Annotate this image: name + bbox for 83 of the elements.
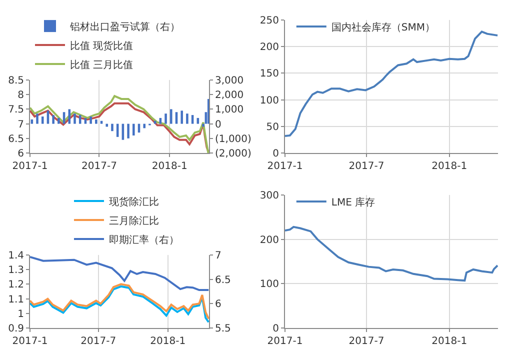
y-tick-label: 1.2 (8, 280, 24, 291)
legend-label: 即期汇率（右） (109, 234, 179, 246)
x-tick-label: 2017-7 (80, 336, 116, 347)
bar (202, 124, 204, 127)
y-tick-label: 150 (260, 68, 279, 80)
y2-tick-label: 3,000 (215, 76, 244, 86)
bar (95, 119, 98, 124)
bar (58, 118, 60, 124)
y-tick-label: 1.1 (8, 294, 24, 306)
legend-label: 国内社会库存（SMM） (331, 21, 435, 34)
y-tick-label: 6.5 (8, 134, 24, 145)
bar (46, 110, 50, 124)
y2-tick-label: 2,000 (215, 90, 244, 102)
y2-tick-label: 6 (215, 299, 222, 310)
x-tick-label: 2018-1 (432, 161, 468, 172)
bar (36, 114, 38, 124)
y-tick-label: 6 (18, 148, 24, 160)
y-tick-label: 300 (260, 190, 279, 202)
bar (191, 115, 194, 124)
bar (52, 115, 54, 124)
bar (62, 112, 66, 124)
bar (74, 114, 76, 124)
bar (78, 115, 82, 124)
y-tick-label: 0 (272, 148, 279, 160)
y-tick-label: 50 (266, 122, 279, 133)
y2-tick-label: 1,000 (215, 104, 244, 116)
bar (84, 118, 87, 124)
legend-label: LME 库存 (331, 196, 376, 208)
x-tick-label: 2017-1 (12, 336, 48, 347)
y-tick-label: 7.5 (8, 104, 24, 116)
y-tick-label: 7 (18, 119, 24, 130)
y-tick-label: 8.5 (8, 76, 24, 86)
bar (175, 112, 178, 124)
y-tick-label: 100 (260, 279, 279, 290)
x-tick-label: 2017-1 (12, 161, 48, 172)
line-series (285, 30, 498, 137)
legend-label: 铝材出口盈亏试算（右） (69, 20, 180, 33)
x-tick-label: 2017-7 (348, 336, 384, 347)
bar (30, 119, 34, 124)
y-tick-label: 0 (272, 324, 279, 334)
bar (159, 118, 162, 124)
y-tick-label: 200 (260, 42, 279, 54)
bar (90, 116, 92, 124)
y-tick-label: 250 (260, 16, 279, 26)
bar (68, 109, 71, 124)
y2-tick-label: 0 (215, 119, 222, 130)
bar (207, 98, 209, 124)
line-series (30, 256, 209, 292)
y2-tick-label: 6.5 (215, 274, 231, 286)
y2-tick-label: (2,000) (215, 148, 252, 160)
legend-label: 比值 现货比值 (70, 40, 134, 52)
legend-label: 比值 三月比值 (70, 58, 134, 71)
x-tick-label: 2018-1 (150, 336, 186, 347)
y-tick-label: 200 (260, 234, 279, 246)
x-tick-label: 2017-7 (82, 161, 117, 172)
y-tick-label: 8 (18, 90, 24, 102)
y-tick-label: 0.9 (8, 324, 24, 334)
y2-tick-label: 5.5 (215, 324, 231, 334)
bar (196, 118, 200, 124)
y-tick-label: 1.4 (8, 250, 24, 262)
legend-label: 三月除汇比 (109, 214, 159, 227)
legend-label: 现货除汇比 (109, 196, 159, 208)
bar (106, 124, 108, 127)
line-series (285, 226, 498, 282)
bar (143, 124, 146, 128)
bar (170, 109, 172, 124)
bar (41, 116, 44, 124)
bar (186, 114, 188, 124)
x-tick-label: 2017-1 (267, 336, 303, 347)
bar (111, 124, 114, 132)
y-tick-label: 1.3 (8, 265, 24, 276)
bar (132, 124, 135, 136)
bar (127, 124, 130, 138)
y2-tick-label: (1,000) (215, 134, 252, 145)
x-tick-label: 2017-7 (348, 161, 384, 172)
x-tick-label: 2017-1 (267, 161, 303, 172)
y-tick-label: 100 (260, 95, 279, 106)
y-tick-label: 1 (18, 308, 24, 320)
bar (180, 110, 183, 124)
x-tick-label: 2018-1 (432, 336, 468, 347)
y2-tick-label: 7 (215, 250, 222, 262)
x-tick-label: 2018-1 (152, 161, 188, 172)
bar (164, 114, 167, 124)
